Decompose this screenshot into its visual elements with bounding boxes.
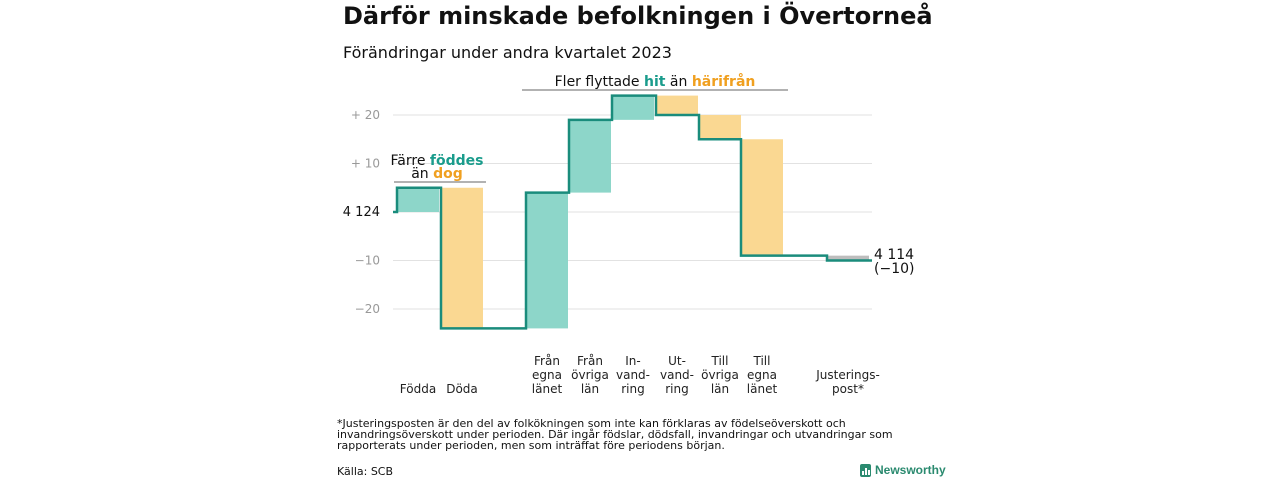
newsworthy-logo: Newsworthy bbox=[860, 463, 946, 477]
moves-annotation: Fler flyttade hit än härifrån bbox=[555, 73, 756, 90]
bar-6 bbox=[656, 95, 698, 115]
category-label: In- bbox=[625, 354, 640, 368]
category-label: ring bbox=[665, 382, 689, 396]
category-label: egna bbox=[747, 368, 777, 382]
category-label: Döda bbox=[446, 382, 478, 396]
category-label: Ut- bbox=[668, 354, 686, 368]
bar-3 bbox=[526, 192, 568, 329]
category-label: län bbox=[711, 382, 729, 396]
category-label: Justerings- bbox=[815, 368, 880, 382]
y-tick-label: 4 124 bbox=[343, 205, 380, 220]
y-tick-label: −20 bbox=[355, 302, 380, 316]
category-label: vand- bbox=[660, 368, 694, 382]
end-change-label: (−10) bbox=[874, 261, 914, 277]
category-label: post* bbox=[832, 382, 864, 396]
chart-title: Därför minskade befolkningen i Övertorne… bbox=[343, 2, 933, 30]
running-total-line bbox=[393, 94, 872, 330]
y-tick-label: −10 bbox=[355, 254, 380, 268]
bar-8 bbox=[741, 139, 783, 256]
category-label: Från bbox=[534, 354, 560, 368]
bar-1 bbox=[397, 187, 439, 212]
category-label: ring bbox=[621, 382, 645, 396]
bar-4 bbox=[569, 119, 611, 193]
bar-2 bbox=[441, 187, 483, 329]
category-label: länet bbox=[747, 382, 778, 396]
logo-icon bbox=[860, 463, 871, 477]
bar-9 bbox=[827, 255, 869, 261]
category-label: län bbox=[581, 382, 599, 396]
y-tick-label: + 10 bbox=[351, 157, 380, 171]
category-label: Födda bbox=[400, 382, 436, 396]
category-label: övriga bbox=[571, 368, 609, 382]
bars bbox=[397, 95, 869, 329]
births-annotation-line1: Färre föddes bbox=[391, 153, 484, 169]
y-tick-label: + 20 bbox=[351, 108, 380, 122]
end-value-label: 4 114 bbox=[874, 247, 914, 263]
category-label: vand- bbox=[616, 368, 650, 382]
category-labels: Födda DödaFrånegnalänetFrånövrigalänIn-va… bbox=[400, 354, 880, 396]
source-credit: Källa: SCB bbox=[337, 465, 394, 478]
category-label: Från bbox=[577, 354, 603, 368]
category-label: Till bbox=[711, 354, 729, 368]
category-label: Till bbox=[753, 354, 771, 368]
category-label: övriga bbox=[701, 368, 739, 382]
footnote: *Justeringsposten är den del av folkökni… bbox=[337, 417, 893, 452]
y-axis-ticks: + 20 + 10 4 124 −10 −20 bbox=[343, 108, 380, 316]
bar-7 bbox=[699, 115, 741, 140]
category-label: egna bbox=[532, 368, 562, 382]
logo-text: Newsworthy bbox=[875, 463, 946, 477]
births-annotation-line2: än dog bbox=[411, 166, 463, 182]
category-label: länet bbox=[532, 382, 563, 396]
chart-subtitle: Förändringar under andra kvartalet 2023 bbox=[343, 43, 672, 62]
bar-5 bbox=[612, 95, 654, 120]
waterfall-chart: + 20+ 104 124−10−20 Födda DödaFrånegnalän… bbox=[343, 73, 915, 396]
